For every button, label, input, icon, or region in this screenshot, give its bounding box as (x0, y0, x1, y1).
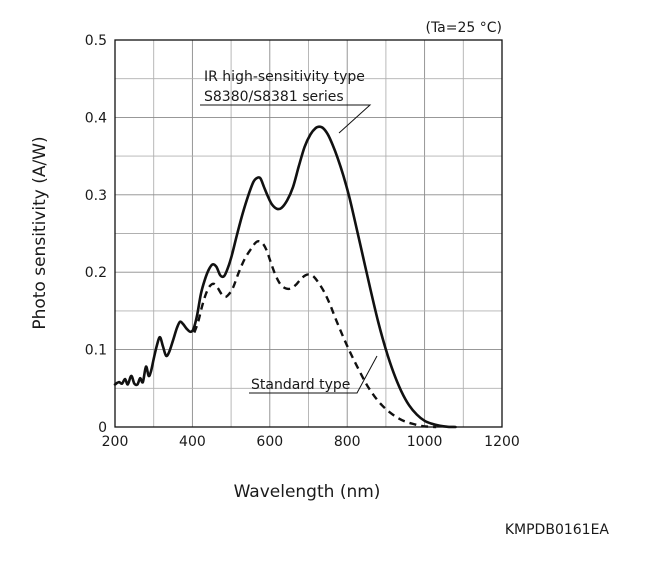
y-axis-label: Photo sensitivity (A/W) (30, 136, 50, 329)
measurement-condition: (Ta=25 °C) (425, 20, 502, 36)
annotation-standard-type: Standard type (249, 355, 378, 394)
plot-area-frame (114, 39, 503, 428)
document-code: KMPDB0161EA (505, 522, 610, 538)
x-tick-label: 1200 (484, 434, 520, 450)
y-tick-label: 0.1 (85, 343, 107, 359)
y-tick-label: 0.5 (85, 33, 107, 49)
annotation-ir-leader (200, 104, 372, 134)
series-line-ir-high-sensitivity (113, 125, 457, 429)
y-axis-ticks: 0 0.1 0.2 0.3 0.4 0.5 (85, 33, 107, 436)
x-tick-label: 600 (256, 434, 283, 450)
x-axis-ticks: 200 400 600 800 1000 1200 (102, 434, 520, 450)
annotation-standard-line-1: Standard type (251, 377, 350, 393)
annotation-standard-leader (249, 355, 378, 394)
x-tick-label: 800 (334, 434, 361, 450)
annotation-ir-line-1: IR high-sensitivity type (204, 69, 365, 85)
annotation-ir-high-sensitivity: IR high-sensitivity type S8380/S8381 ser… (200, 69, 372, 134)
x-tick-label: 1000 (407, 434, 443, 450)
y-tick-label: 0.3 (85, 188, 107, 204)
series-line-standard-type (193, 240, 437, 429)
x-tick-label: 200 (102, 434, 129, 450)
x-axis-label: Wavelength (nm) (234, 482, 381, 502)
y-tick-label: 0.2 (85, 265, 107, 281)
x-tick-label: 400 (179, 434, 206, 450)
annotation-ir-line-2: S8380/S8381 series (204, 89, 344, 105)
y-tick-label: 0.4 (85, 110, 107, 126)
y-tick-label: 0 (98, 420, 107, 436)
